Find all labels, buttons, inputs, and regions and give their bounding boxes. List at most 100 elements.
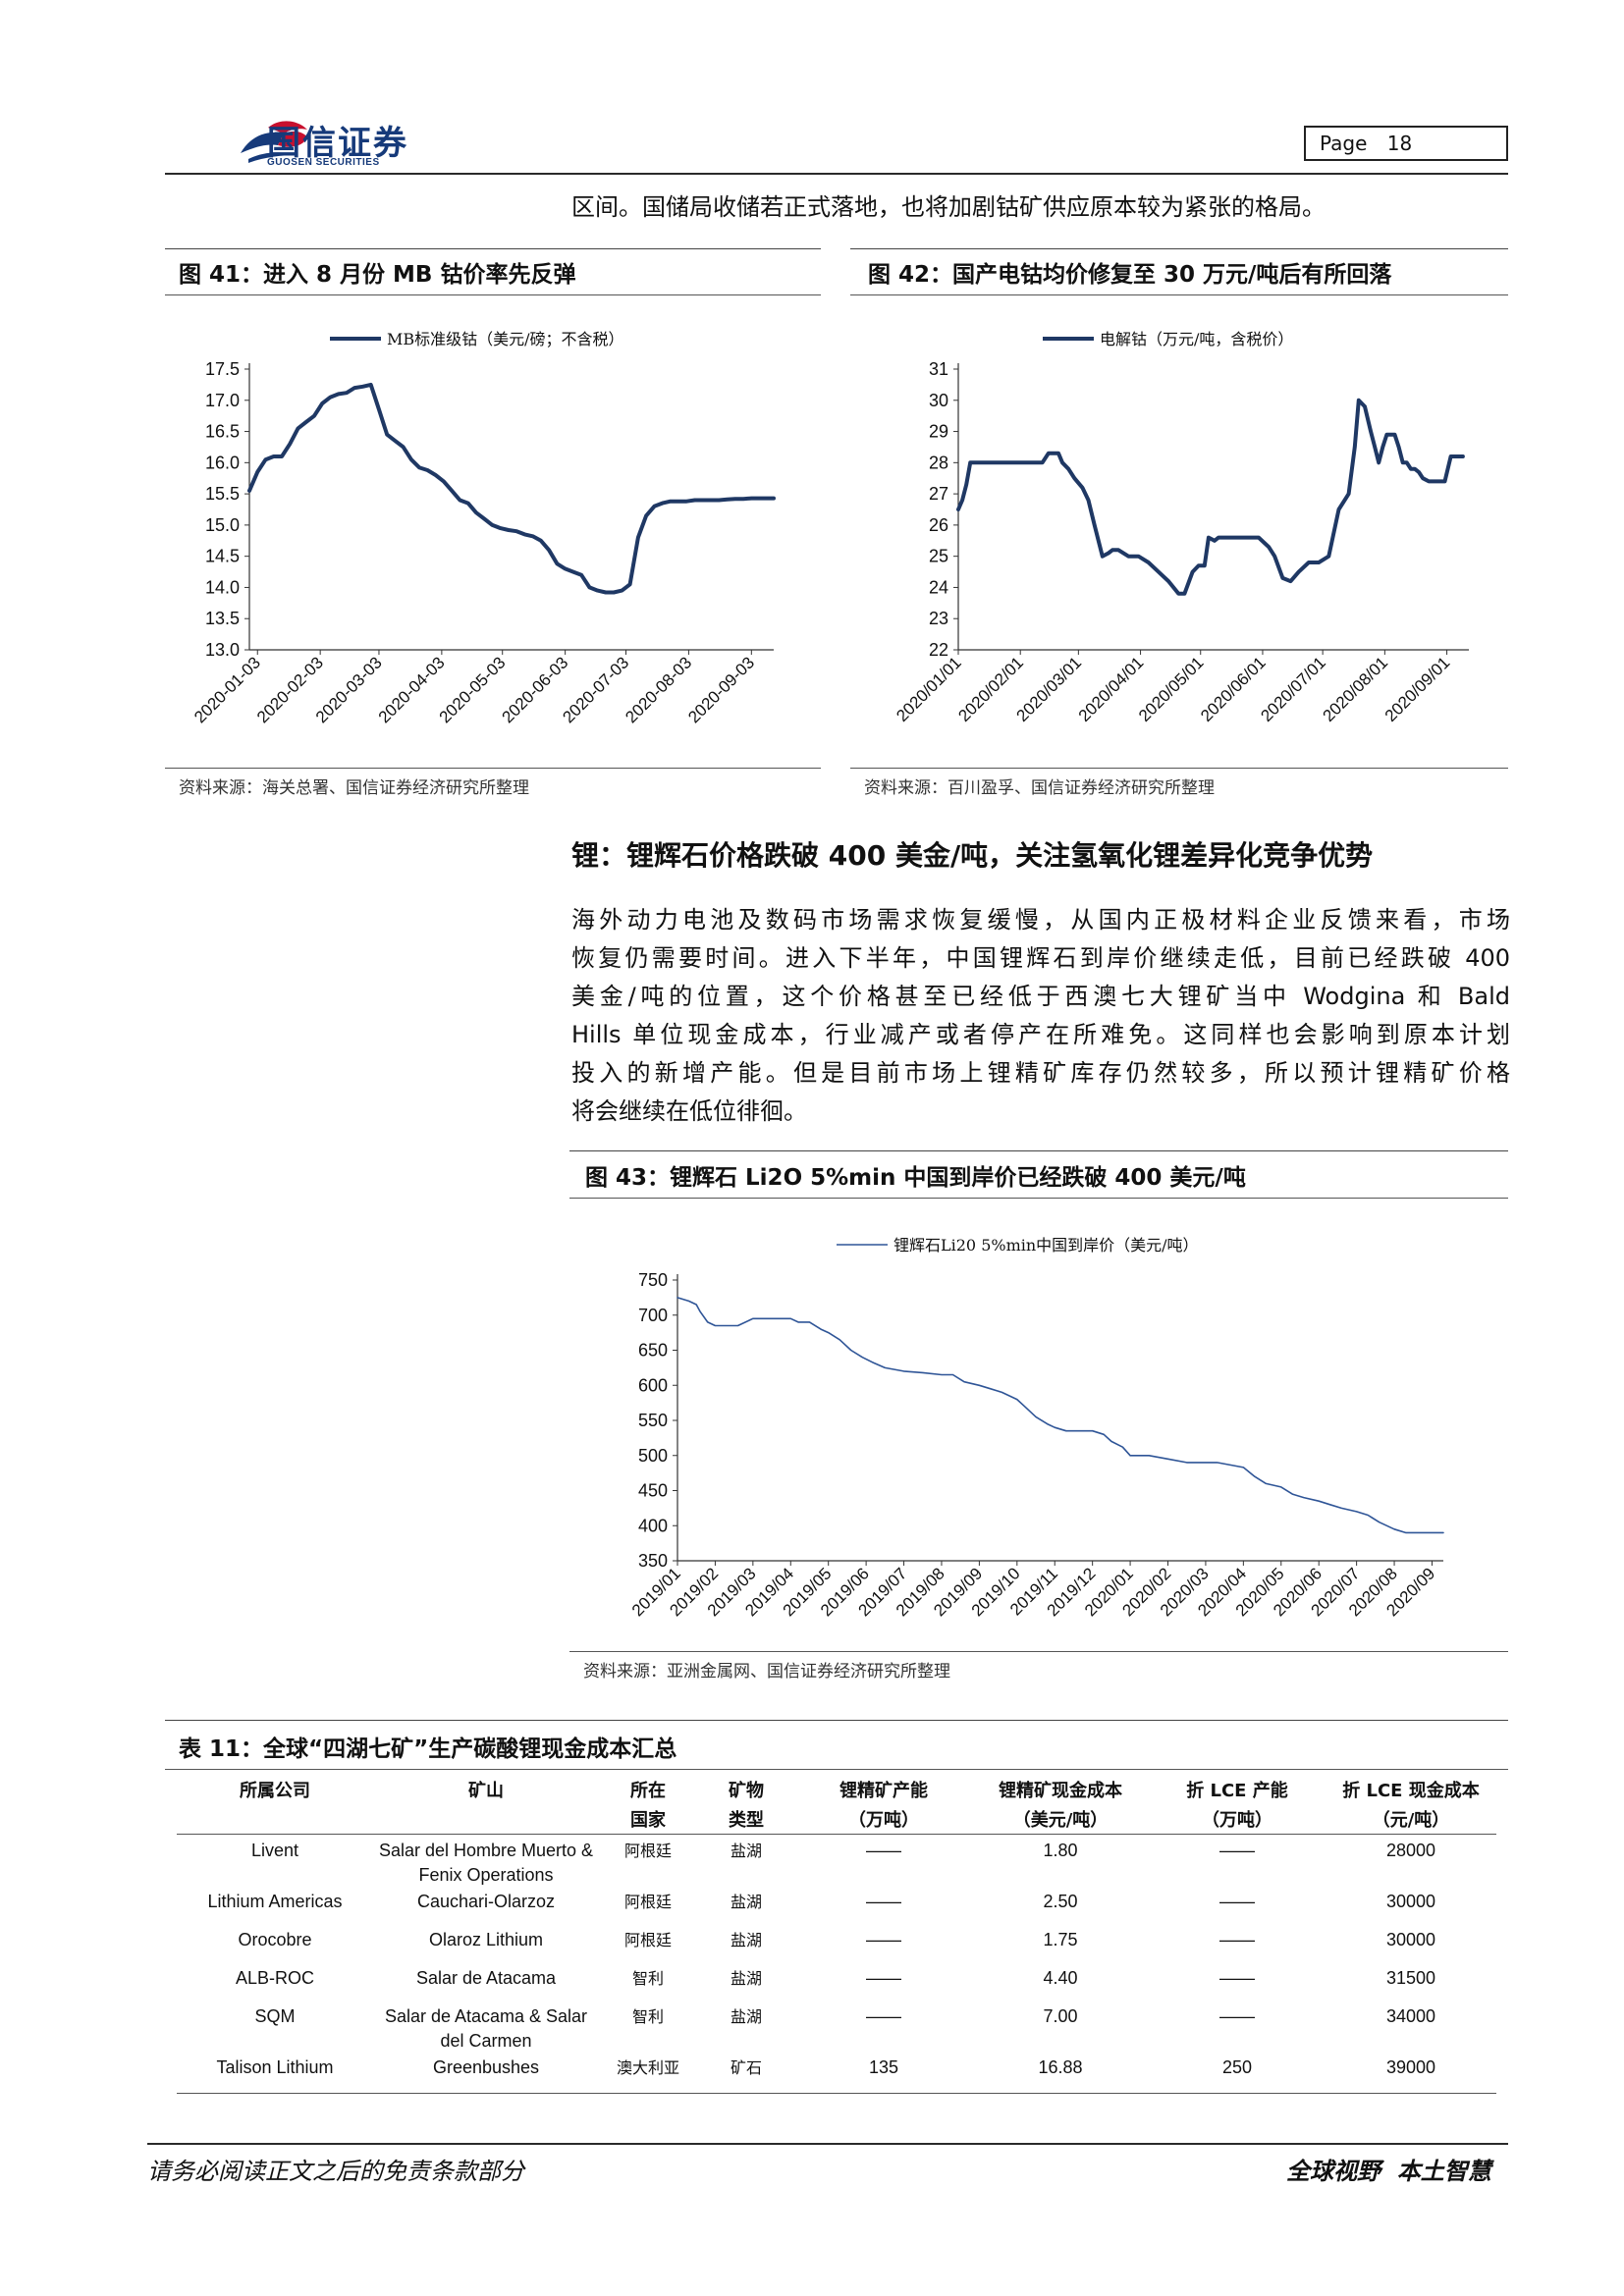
section-line: 恢复仍需要时间。进入下半年，中国锂辉石到岸价继续走低，目前已经跌破 400: [571, 944, 1510, 972]
y-tick-label: 15.0: [205, 515, 240, 535]
table-cell: 智利: [631, 2007, 664, 2026]
table-cell: Cauchari-Olarzoz: [416, 1892, 556, 1911]
section-line: 将会继续在低位徘徊。: [571, 1097, 807, 1125]
table-cell: 阿根廷: [623, 1931, 672, 1949]
table-row: Livent Salar del Hombre Muerto & Fenix Op…: [177, 1835, 1496, 1891]
x-tick-label: 2020/09/01: [1381, 653, 1454, 725]
fig41-bottom-rule: [165, 768, 821, 769]
legend-label: MB标准级钴（美元/磅；不含税）: [387, 330, 624, 348]
section-heading: 锂：锂辉石价格跌破 400 美金/吨，关注氢氧化锂差异化竞争优势: [571, 839, 1374, 872]
table-cell: Salar de Atacama & Salar del Carmen: [384, 2006, 588, 2051]
table-cell: 盐湖: [730, 1931, 762, 1949]
table-cell: 盐湖: [730, 2007, 762, 2026]
y-tick-label: 29: [929, 422, 948, 442]
fig41-top-rule: [165, 248, 821, 249]
table-header-cell: [373, 1804, 599, 1835]
table-cell: ——: [1219, 1841, 1255, 1860]
logo-text-cn: 国信证券: [267, 124, 408, 163]
y-tick-label: 17.5: [205, 359, 240, 379]
table-title: 表 11：全球“四湖七矿”生产碳酸锂现金成本汇总: [179, 1736, 677, 1762]
chart-mb-cobalt: 17.5 17.0 16.5 16.0 15.5 15.0 14.5 14.0 13.5 13.0…: [190, 330, 776, 726]
x-tick-label: 2020-07-03: [559, 653, 632, 726]
table-cell: 智利: [631, 1969, 664, 1988]
x-tick-label: 2020/07/01: [1257, 653, 1329, 725]
y-tick-label: 16.5: [205, 422, 240, 442]
section-line: 美金/吨的位置，这个价格甚至已经低于西澳七大锂矿当中 Wodgina 和 Bal…: [571, 983, 1510, 1010]
chart-spodumene-price: 7507006506005505004504003502019/012019/0…: [628, 1236, 1444, 1620]
table-header-cell: 折 LCE 产能: [1186, 1781, 1288, 1801]
fig43-title: 图 43：锂辉石 Li2O 5%min 中国到岸价已经跌破 400 美元/吨: [585, 1165, 1246, 1191]
y-tick-label: 23: [929, 609, 948, 628]
page-label: Page: [1320, 132, 1368, 155]
table-cell: ——: [866, 1841, 901, 1860]
table-header-cell: [177, 1804, 373, 1835]
table-cell: 1.75: [1043, 1930, 1078, 1949]
section-body: 海外动力电池及数码市场需求恢复缓慢，从国内正极材料企业反馈来看，市场 恢复仍需要时…: [571, 901, 1510, 1131]
y-tick-label: 30: [929, 391, 948, 410]
y-tick-label: 22: [929, 640, 948, 660]
section-line: 投入的新增产能。但是目前市场上锂精矿库存仍然较多，所以预计锂精矿价格: [571, 1059, 1510, 1087]
table-header-cell: 矿山: [468, 1781, 504, 1801]
fig42-source: 资料来源：百川盈孚、国信证券经济研究所整理: [864, 778, 1215, 798]
table-cell: 34000: [1385, 2006, 1436, 2026]
table-row: ALB-ROC Salar de Atacama 智利 盐湖 —— 4.40 —— 31500: [177, 1966, 1496, 2004]
fig42-title: 图 42：国产电钴均价修复至 30 万元/吨后有所回落: [868, 262, 1392, 288]
y-tick-label: 15.5: [205, 484, 240, 504]
table-cell: 澳大利亚: [616, 2058, 679, 2077]
table-row: Lithium Americas Cauchari-Olarzoz 阿根廷 盐湖 —— 2…: [177, 1890, 1496, 1928]
fig43-source: 资料来源：亚洲金属网、国信证券经济研究所整理: [583, 1662, 950, 1682]
table-cell: 31500: [1385, 1968, 1436, 1988]
table-cell: 30000: [1385, 1892, 1436, 1911]
table-cell: ——: [866, 2006, 901, 2026]
table-cell: Olaroz Lithium: [428, 1930, 544, 1949]
x-tick-label: 2020-05-03: [436, 653, 510, 726]
legend-label: 锂辉石Li20 5%min中国到岸价（美元/吨）: [893, 1236, 1199, 1255]
table-header-cell: 所属公司: [240, 1781, 310, 1801]
table-cell: 7.00: [1043, 2006, 1078, 2026]
y-tick-label: 28: [929, 453, 948, 472]
y-tick-label: 500: [638, 1446, 668, 1466]
table-cell: 250: [1221, 2057, 1253, 2077]
y-tick-label: 25: [929, 547, 948, 566]
table-header-cell: （美元/吨）: [972, 1804, 1149, 1835]
x-tick-label: 2020-09-03: [684, 653, 758, 726]
page-number: 18: [1386, 132, 1413, 155]
series-line: [247, 382, 776, 595]
table-header-cell: 所在: [630, 1781, 666, 1801]
y-tick-label: 31: [929, 359, 948, 379]
y-tick-label: 450: [638, 1481, 668, 1501]
table-cell: Livent: [250, 1841, 299, 1860]
y-tick-label: 550: [638, 1411, 668, 1430]
y-tick-label: 24: [929, 577, 948, 597]
table-cell: ——: [1219, 2006, 1255, 2026]
fig42-bottom-rule: [850, 768, 1508, 769]
x-tick-label: 2020-08-03: [622, 653, 695, 726]
fig43-bottom-rule: [569, 1651, 1508, 1652]
table-header-row: 国家 类型 （万吨） （美元/吨） （万吨） （元/吨）: [177, 1804, 1496, 1835]
table-header-cell: 折 LCE 现金成本: [1342, 1781, 1480, 1801]
y-tick-label: 17.0: [205, 391, 240, 410]
y-tick-label: 14.5: [205, 547, 240, 566]
fig43-top-rule: [569, 1150, 1508, 1151]
table-cell: ——: [1219, 1930, 1255, 1949]
x-tick-label: 2020-01-03: [190, 653, 264, 726]
table-cell: 135: [868, 2057, 899, 2077]
footer-divider: [147, 2143, 1508, 2145]
table-cell: Greenbushes: [432, 2057, 540, 2077]
table-cell: Talison Lithium: [216, 2057, 334, 2077]
series-line: [956, 398, 1465, 596]
table-cell: ——: [866, 1968, 901, 1988]
y-tick-label: 400: [638, 1516, 668, 1535]
lithium-cost-table: 所属公司 矿山 所在 矿物 锂精矿产能 锂精矿现金成本 折 LCE 产能 折 LCE 现金成本…: [177, 1775, 1496, 2094]
y-tick-label: 13.0: [205, 640, 240, 660]
fig41-source: 资料来源：海关总署、国信证券经济研究所整理: [179, 778, 529, 798]
table-header-cell: 锂精矿产能: [839, 1781, 928, 1801]
series-line: [677, 1297, 1444, 1534]
table-cell: 盐湖: [730, 1842, 762, 1860]
guosen-logo: [241, 121, 307, 163]
fig41-title-rule: [165, 294, 821, 295]
y-tick-label: 350: [638, 1551, 668, 1571]
y-tick-label: 650: [638, 1341, 668, 1361]
table-cell: Orocobre: [238, 1930, 312, 1949]
table-header-cell: 锂精矿现金成本: [999, 1781, 1122, 1801]
